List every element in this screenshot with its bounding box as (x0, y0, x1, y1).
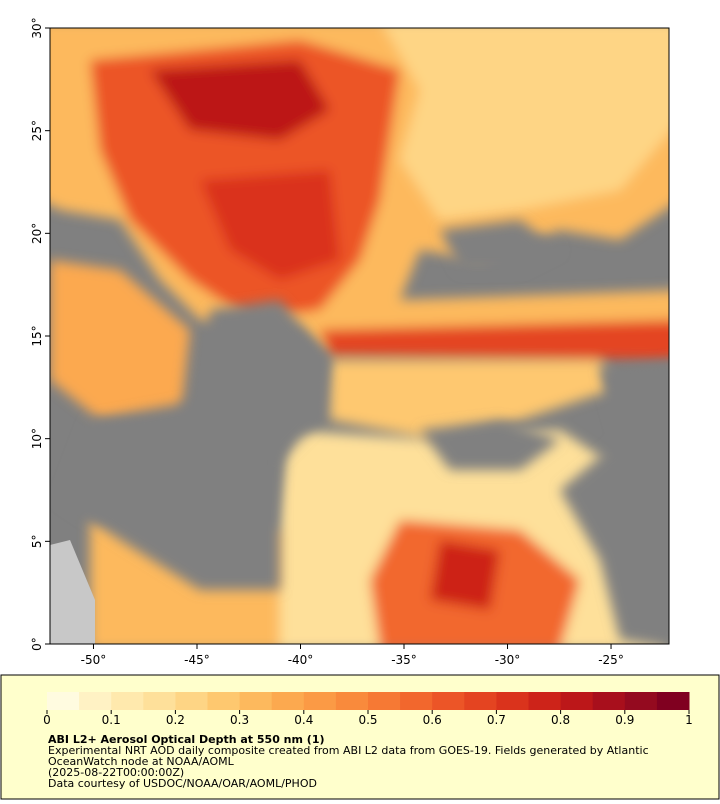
colorbar-swatch (368, 692, 401, 710)
lon-tick-label: -40° (288, 653, 314, 667)
colorbar-swatch (528, 692, 562, 710)
colorbar-tick-label: 0.6 (423, 713, 442, 727)
colorbar-tick-label: 0.7 (487, 713, 506, 727)
lon-tick-label: -25° (598, 653, 624, 667)
lat-tick-label: 0° (30, 637, 44, 651)
colorbar-swatch (143, 692, 176, 710)
lat-tick-label: 5° (30, 535, 44, 549)
colorbar-swatch (303, 692, 337, 710)
colorbar-tick-label: 0.1 (102, 713, 121, 727)
lat-tick-label: 25° (30, 120, 44, 141)
aod-field (50, 28, 669, 644)
lat-tick-label: 20° (30, 223, 44, 244)
colorbar-tick-label: 0.5 (358, 713, 377, 727)
colorbar-swatch (335, 692, 369, 710)
lon-tick-label: -50° (81, 653, 107, 667)
caption-line: OceanWatch node at NOAA/AOML (48, 755, 235, 768)
colorbar-swatch (560, 692, 594, 710)
caption-line: Data courtesy of USDOC/NOAA/OAR/AOML/PHO… (48, 777, 317, 790)
colorbar-tick-label: 0.4 (294, 713, 313, 727)
caption-line: (2025-08-22T00:00:00Z) (48, 766, 184, 779)
colorbar-swatch (496, 692, 529, 710)
colorbar-swatch (432, 692, 465, 710)
lat-tick-label: 30° (30, 17, 44, 38)
colorbar-tick-label: 0.9 (615, 713, 634, 727)
colorbar-swatch (271, 692, 305, 710)
colorbar-swatch (656, 692, 690, 710)
colorbar-swatch (239, 692, 273, 710)
colorbar-swatch (47, 692, 80, 710)
colorbar-swatch (400, 692, 433, 710)
colorbar-swatch (464, 692, 497, 710)
lon-tick-label: -30° (495, 653, 521, 667)
caption-line: Experimental NRT AOD daily composite cre… (48, 744, 649, 757)
colorbar-tick-label: 1 (685, 713, 693, 727)
colorbar-swatch (175, 692, 208, 710)
colorbar-swatch (207, 692, 241, 710)
lon-tick-label: -45° (184, 653, 210, 667)
colorbar-tick-label: 0.2 (166, 713, 185, 727)
lat-tick-label: 15° (30, 325, 44, 346)
colorbar-tick-label: 0 (43, 713, 51, 727)
lat-tick-label: 10° (30, 428, 44, 449)
lon-tick-label: -35° (391, 653, 417, 667)
colorbar-tick-label: 0.8 (551, 713, 570, 727)
colorbar-swatch (592, 692, 626, 710)
colorbar-swatch (624, 692, 658, 710)
colorbar-swatch (79, 692, 112, 710)
caption-title: ABI L2+ Aerosol Optical Depth at 550 nm … (48, 733, 325, 746)
colorbar-swatch (111, 692, 144, 710)
colorbar-tick-label: 0.3 (230, 713, 249, 727)
